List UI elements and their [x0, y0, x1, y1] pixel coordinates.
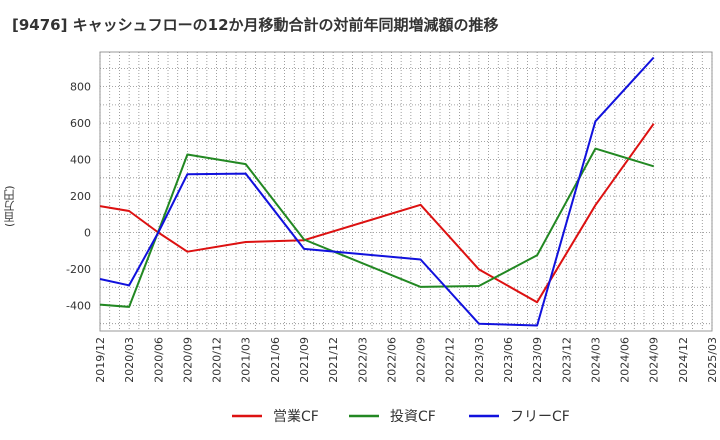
x-tick-label: 2022/09 [415, 337, 428, 383]
legend-label: 投資CF [390, 409, 436, 425]
x-tick-label: 2020/12 [211, 337, 224, 383]
series-line [99, 56, 655, 327]
x-tick-label: 2024/09 [648, 337, 661, 383]
chart-title: [9476] キャッシュフローの12か月移動合計の対前年同期増減額の推移 [12, 16, 499, 34]
x-tick-label: 2022/06 [385, 337, 398, 383]
x-tick-label: 2021/12 [327, 337, 340, 383]
x-tick-label: 2025/03 [706, 337, 719, 383]
y-tick-label: -400 [66, 299, 91, 312]
y-tick-label: 200 [70, 190, 91, 203]
y-tick-label: -200 [66, 263, 91, 276]
x-tick-label: 2023/09 [531, 337, 544, 383]
x-tick-label: 2024/03 [589, 337, 602, 383]
x-tick-label: 2022/03 [356, 337, 369, 383]
x-tick-label: 2020/09 [181, 337, 194, 383]
x-tick-label: 2021/03 [240, 337, 253, 383]
x-tick-label: 2021/09 [298, 337, 311, 383]
x-tick-label: 2020/03 [123, 337, 136, 383]
y-tick-label: 600 [70, 117, 91, 130]
series-line [99, 147, 654, 308]
x-tick-label: 2021/06 [269, 337, 282, 383]
plot-area [99, 51, 713, 332]
legend-label: 営業CF [273, 409, 319, 425]
x-tick-label: 2024/06 [619, 337, 632, 383]
y-tick-label: 800 [70, 81, 91, 94]
x-tick-label: 2020/06 [152, 337, 165, 383]
x-tick-label: 2022/12 [444, 337, 457, 383]
x-tick-label: 2023/12 [560, 337, 573, 383]
x-tick-label: 2019/12 [94, 337, 107, 383]
x-tick-label: 2024/12 [677, 337, 690, 383]
y-tick-label: 400 [70, 154, 91, 167]
x-tick-label: 2023/03 [473, 337, 486, 383]
y-tick-label: 0 [84, 227, 91, 240]
x-tick-label: 2023/06 [502, 337, 515, 383]
legend-label: フリーCF [510, 409, 570, 425]
